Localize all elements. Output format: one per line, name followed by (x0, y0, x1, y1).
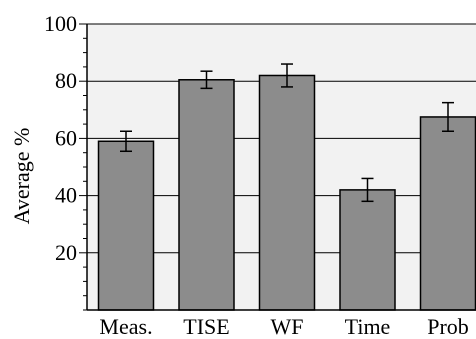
error-bar (442, 101, 454, 132)
y-tick-label: 40 (55, 183, 77, 208)
error-bar (120, 130, 132, 153)
y-axis-label: Average % (9, 128, 34, 225)
x-tick-label: Meas. (99, 314, 152, 339)
y-tick-label: 80 (55, 68, 77, 93)
x-tick-label: Time (345, 314, 391, 339)
bars (97, 74, 476, 311)
y-tick-label: 100 (44, 11, 77, 36)
error-bar (281, 63, 293, 88)
bar-wf (258, 74, 316, 311)
error-bar (200, 70, 213, 90)
y-ticks: 20 40 60 80 100 (44, 11, 87, 311)
x-tick-labels: Meas. TISE WF Time Prob (99, 314, 468, 339)
bar-tise (178, 79, 235, 311)
y-tick-label: 20 (55, 240, 77, 265)
x-tick-label: Prob (427, 314, 469, 339)
bar-time (339, 189, 396, 311)
y-tick-label: 60 (55, 125, 77, 150)
x-tick-label: TISE (183, 314, 229, 339)
bar-prob (419, 116, 476, 311)
x-tick-label: WF (271, 314, 304, 339)
bar-meas (97, 140, 155, 311)
error-bars (120, 63, 454, 203)
error-bar (361, 177, 374, 203)
